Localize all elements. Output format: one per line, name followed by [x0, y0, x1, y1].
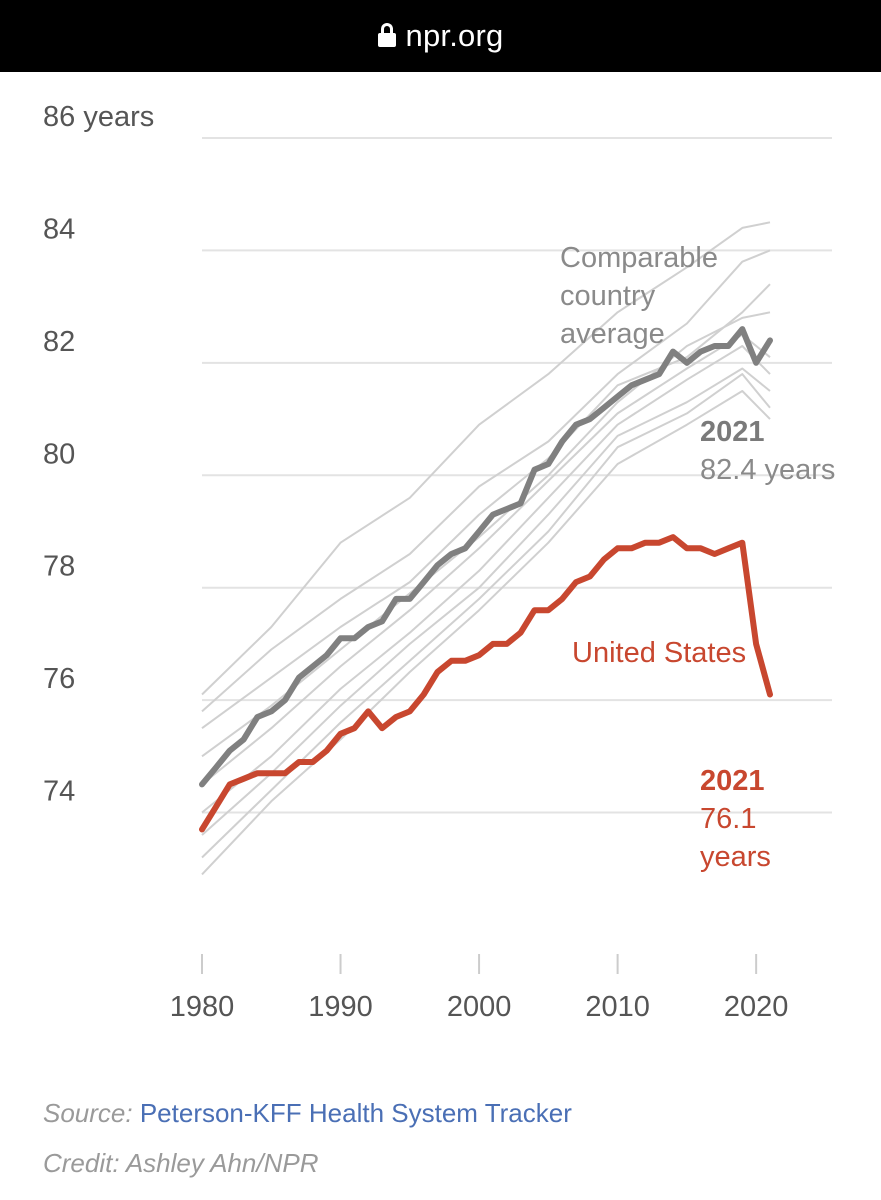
country-line-8: [201, 373, 771, 859]
y-tick-label-80: 80: [43, 438, 75, 470]
us-end-unit: years: [700, 841, 771, 873]
source-prefix: Source:: [43, 1098, 140, 1128]
x-axis: 1980 1990 2000 2010 2020: [170, 954, 789, 1023]
x-tick-label-2000: 2000: [447, 991, 512, 1023]
country-line-4: [201, 311, 771, 758]
y-tick-label-84: 84: [43, 213, 75, 245]
us-end-year: 2021: [700, 765, 765, 797]
country-line-2: [201, 249, 771, 713]
chart-annotations: Comparable country average 2021 82.4 yea…: [560, 242, 835, 873]
y-tick-label-78: 78: [43, 551, 75, 583]
y-tick-label-74: 74: [43, 776, 75, 808]
average-label-line-3: average: [560, 318, 665, 350]
country-line-3: [201, 283, 771, 730]
country-line-9: [201, 390, 771, 876]
country-line-6: [201, 345, 771, 814]
country-line-5: [201, 333, 771, 786]
source-note: Source: Peterson-KFF Health System Track…: [43, 1098, 572, 1129]
country-lines: [201, 221, 771, 876]
series-lines: [199, 326, 773, 833]
url-text: npr.org: [405, 18, 504, 53]
source-link[interactable]: Peterson-KFF Health System Tracker: [139, 1098, 572, 1128]
x-tick-label-1980: 1980: [170, 991, 235, 1023]
credit-note: Credit: Ashley Ahn/NPR: [43, 1148, 319, 1178]
y-tick-label-82: 82: [43, 326, 75, 358]
average-end-value: 82.4 years: [700, 454, 835, 486]
x-tick-label-1990: 1990: [308, 991, 373, 1023]
browser-address-bar[interactable]: npr.org: [0, 0, 881, 72]
y-axis-labels: 86 years 74 76 78 80 82 84: [43, 101, 154, 808]
us-series-label: United States: [572, 637, 746, 669]
chart-grid: [202, 137, 832, 814]
us-end-value: 76.1: [700, 803, 756, 835]
country-line-1: [201, 221, 771, 696]
y-tick-label-76: 76: [43, 663, 75, 695]
lock-icon: [377, 23, 396, 47]
x-tick-label-2010: 2010: [585, 991, 650, 1023]
average-label-line-2: country: [560, 280, 656, 312]
country-line-7: [201, 367, 771, 836]
y-tick-label-top: 86 years: [43, 101, 154, 133]
average-end-year: 2021: [700, 416, 765, 448]
country-average-line: [199, 326, 773, 788]
x-tick-label-2020: 2020: [724, 991, 789, 1023]
life-expectancy-chart: 86 years 74 76 78 80 82 84 1980 1990 2000 2010 202…: [43, 101, 835, 1023]
united-states-line: [199, 534, 773, 833]
average-label-line-1: Comparable: [560, 242, 718, 274]
